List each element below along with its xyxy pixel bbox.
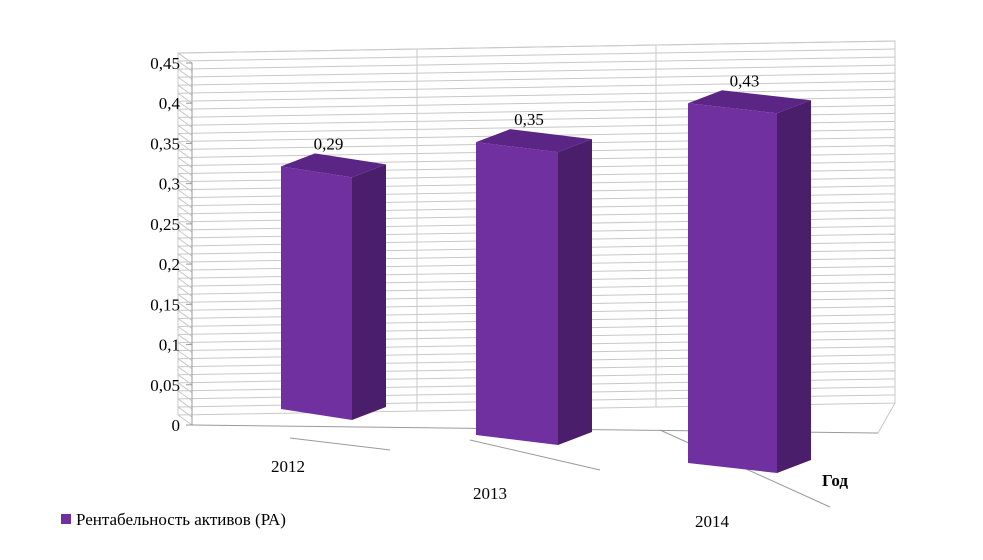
gridline-side	[177, 334, 193, 345]
gridline	[177, 48, 896, 62]
gridline-side	[177, 165, 193, 177]
floor-divider	[469, 439, 601, 471]
gridline-side	[177, 221, 193, 233]
gridline-side	[177, 310, 193, 321]
data-label: 0,43	[730, 71, 760, 90]
gridline-side	[177, 108, 193, 120]
gridline-side	[177, 189, 193, 201]
gridline-side	[177, 237, 193, 249]
gridline-side	[177, 52, 193, 64]
gridline-side	[177, 350, 193, 362]
gridline-side	[177, 342, 193, 354]
legend-label: Рентабельность активов (РА)	[76, 510, 286, 529]
x-tick-label: 2014	[695, 512, 730, 531]
gridline-side	[177, 213, 193, 225]
gridline-side	[177, 390, 193, 402]
gridline-side	[177, 60, 193, 72]
gridline-side	[177, 261, 193, 273]
x-axis-categories: 2012 2013 2014	[271, 457, 730, 531]
bar	[476, 142, 558, 445]
gridline-side	[177, 326, 193, 337]
gridline-side	[177, 197, 193, 209]
y-tick-label: 0,35	[150, 134, 180, 153]
gridline-side	[177, 68, 193, 80]
x-tick-label: 2012	[271, 457, 305, 476]
gridline-side	[177, 92, 193, 104]
gridline-side	[177, 366, 193, 378]
gridline	[177, 88, 896, 102]
bar	[281, 166, 352, 420]
legend-swatch	[61, 514, 71, 524]
bars	[281, 90, 811, 473]
gridline-side	[177, 406, 193, 418]
gridline-side	[177, 141, 193, 152]
bar	[688, 103, 777, 473]
y-tick-label: 0,1	[159, 336, 180, 355]
gridline	[177, 56, 896, 70]
y-tick-label: 0,15	[150, 295, 180, 314]
gridline-side	[177, 293, 193, 305]
gridline-side	[177, 149, 193, 160]
gridline-side	[177, 253, 193, 265]
bar-top	[476, 129, 592, 153]
floor-divider	[289, 437, 391, 451]
gridline-side	[177, 245, 193, 257]
y-tick-label: 0,25	[150, 215, 180, 234]
bar-side	[558, 139, 592, 445]
bar-side	[352, 164, 386, 420]
y-tick-label: 0,4	[159, 94, 181, 113]
gridline-side	[177, 124, 193, 136]
gridline-side	[177, 358, 193, 370]
gridline	[177, 72, 896, 86]
x-axis-title: Год	[822, 471, 848, 490]
gridline	[177, 40, 896, 54]
gridline-side	[177, 277, 193, 289]
y-axis-ticks: 0 0,05 0,1 0,15 0,2 0,25 0,3 0,35 0,4 0,45	[150, 54, 192, 435]
gridline-side	[177, 229, 193, 241]
data-label: 0,29	[314, 134, 344, 153]
gridline-side	[177, 398, 193, 410]
gridline-side	[177, 301, 193, 313]
data-label: 0,35	[514, 110, 544, 129]
gridline-side	[177, 84, 193, 96]
gridline-side	[177, 374, 193, 386]
gridline-side	[177, 382, 193, 394]
y-tick-label: 0,05	[150, 376, 180, 395]
bar-top	[688, 90, 811, 114]
floor-right-edge	[877, 402, 896, 434]
gridline-side	[177, 133, 193, 144]
gridline-side	[177, 116, 193, 128]
gridline-side	[177, 285, 193, 297]
legend: Рентабельность активов (РА)	[61, 510, 286, 529]
gridline-side	[177, 76, 193, 88]
bar-side	[777, 100, 811, 473]
y-tick-label: 0	[172, 416, 181, 435]
data-labels: 0,29 0,35 0,43	[314, 71, 760, 153]
gridline-side	[177, 181, 193, 193]
gridline-side	[177, 100, 193, 112]
gridline-side	[177, 157, 193, 168]
gridline-side	[177, 318, 193, 329]
gridline-side	[177, 269, 193, 281]
bar-top	[281, 153, 386, 178]
gridline	[177, 80, 896, 94]
gridline	[177, 64, 896, 78]
y-tick-label: 0,2	[159, 255, 180, 274]
x-tick-label: 2013	[473, 484, 507, 503]
y-tick-label: 0,3	[159, 175, 180, 194]
gridline-side	[177, 173, 193, 185]
y-tick-label: 0,45	[150, 54, 180, 73]
gridline-side	[177, 205, 193, 217]
